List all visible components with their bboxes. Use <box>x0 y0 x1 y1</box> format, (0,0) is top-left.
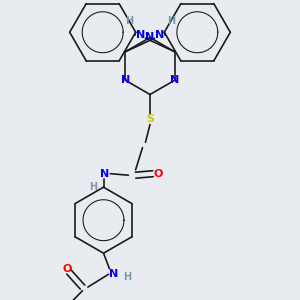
Text: N: N <box>121 75 130 85</box>
Text: N: N <box>110 269 118 279</box>
Text: N: N <box>170 75 179 85</box>
Text: O: O <box>154 169 163 179</box>
Text: H: H <box>89 182 98 192</box>
Text: H: H <box>123 272 132 282</box>
Text: N: N <box>146 32 154 43</box>
Text: H: H <box>125 16 133 26</box>
Text: N: N <box>155 30 164 40</box>
Text: S: S <box>146 114 154 124</box>
Text: N: N <box>100 169 109 179</box>
Text: O: O <box>63 264 72 274</box>
Text: N: N <box>136 30 145 40</box>
Text: H: H <box>167 16 175 26</box>
